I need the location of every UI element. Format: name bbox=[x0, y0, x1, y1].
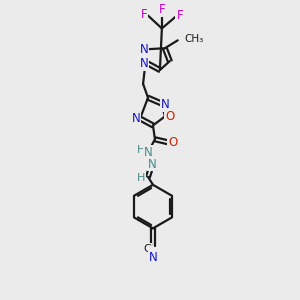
Text: N: N bbox=[148, 158, 156, 170]
Text: C: C bbox=[143, 244, 151, 254]
Text: N: N bbox=[148, 250, 157, 263]
Text: CH₃: CH₃ bbox=[184, 34, 204, 44]
Text: F: F bbox=[141, 8, 147, 21]
Text: O: O bbox=[168, 136, 177, 149]
Text: N: N bbox=[140, 57, 148, 70]
Text: F: F bbox=[159, 3, 165, 16]
Text: H: H bbox=[137, 145, 145, 155]
Text: O: O bbox=[165, 110, 174, 123]
Text: N: N bbox=[140, 43, 148, 56]
Text: N: N bbox=[144, 146, 152, 159]
Text: N: N bbox=[132, 112, 140, 125]
Text: F: F bbox=[176, 9, 183, 22]
Text: N: N bbox=[160, 98, 169, 111]
Text: H: H bbox=[137, 173, 145, 183]
